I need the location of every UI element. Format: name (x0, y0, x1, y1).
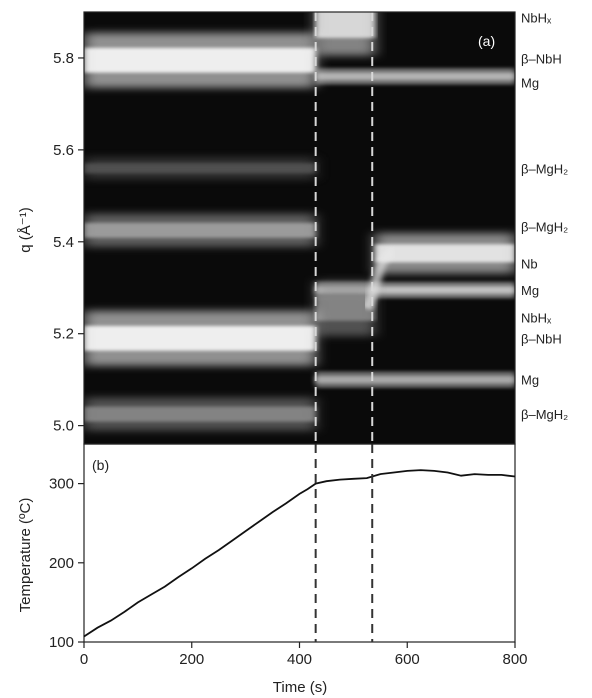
phase-label: Mg (521, 373, 539, 388)
heatmap-y-tick-label: 5.0 (53, 418, 74, 435)
x-tick-label: 200 (179, 651, 204, 668)
intensity-band (84, 406, 316, 422)
intensity-band (315, 375, 515, 384)
intensity-band (84, 47, 316, 73)
x-tick-label: 800 (502, 651, 527, 668)
phase-label: β–MgH₂ (521, 219, 568, 234)
temperature-plot-area (83, 443, 516, 643)
phase-label: NbHₓ (521, 310, 552, 325)
panel-label-a: (a) (478, 33, 495, 49)
phase-label: β–MgH₂ (521, 407, 568, 422)
phase-label: β–MgH₂ (521, 161, 568, 176)
heatmap-y-tick-label: 5.6 (53, 142, 74, 159)
heatmap-y-tick-label: 5.8 (53, 50, 74, 67)
phase-label: Nb (521, 256, 538, 271)
heatmap-y-tick-label: 5.4 (53, 234, 74, 251)
labels: (a) (b) q (Å⁻¹) Temperature (ºC) Time (s… (17, 10, 568, 696)
intensity-band (315, 12, 375, 38)
x-tick-label: 400 (287, 651, 312, 668)
x-tick-label: 600 (395, 651, 420, 668)
phase-label: NbHₓ (521, 10, 552, 25)
intensity-band (84, 325, 316, 351)
phase-label: β–NbH (521, 331, 562, 346)
intensity-band (374, 244, 515, 263)
x-axis-label: Time (s) (273, 679, 327, 696)
intensity-band (84, 163, 316, 174)
heatmap-y-tick-label: 5.2 (53, 326, 74, 343)
heatmap-panel (84, 12, 515, 444)
x-tick-label: 0 (80, 651, 88, 668)
temperature-y-tick-label: 300 (49, 476, 74, 493)
nb-band-shift (362, 248, 395, 311)
temperature-y-tick-label: 200 (49, 555, 74, 572)
panel-label-b: (b) (92, 457, 109, 473)
heatmap-frame (83, 11, 516, 445)
axes: 5.0 5.2 5.4 5.6 5.8 100 200 300 0 200 400 600 800 (49, 11, 528, 668)
temperature-y-axis-label: Temperature (ºC) (17, 498, 34, 613)
heatmap-y-axis-label: q (Å⁻¹) (17, 207, 34, 252)
phase-label: Mg (521, 283, 539, 298)
intensity-band (84, 222, 316, 238)
phase-label: Mg (521, 75, 539, 90)
intensity-band (315, 286, 515, 294)
temperature-panel (83, 443, 516, 643)
temperature-y-tick-label: 100 (49, 634, 74, 651)
heatmap-overlay (314, 12, 374, 444)
phase-label: β–NbH (521, 51, 562, 66)
temperature-series-line (83, 469, 516, 638)
intensity-band (315, 72, 515, 81)
